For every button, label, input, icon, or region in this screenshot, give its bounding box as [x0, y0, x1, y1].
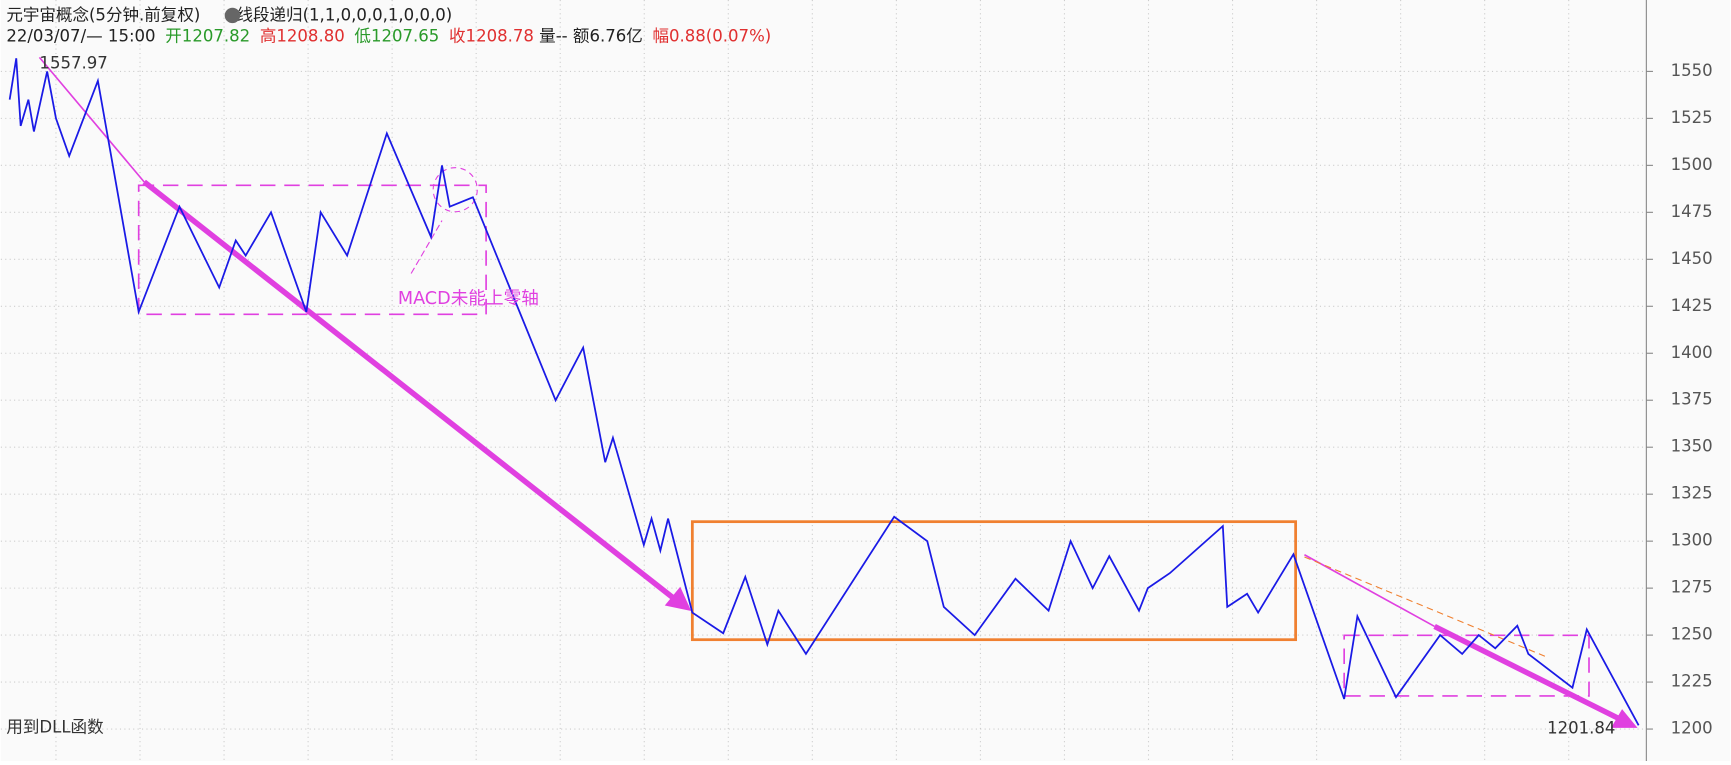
marks	[8, 58, 1640, 726]
value: 1208.78	[466, 26, 534, 45]
footer-note: 用到DLL函数	[6, 717, 104, 736]
value: 1207.82	[182, 26, 250, 45]
y-tick-label: 1350	[1671, 437, 1713, 456]
y-tick-label: 1200	[1671, 719, 1713, 738]
value: 1208.80	[276, 26, 344, 45]
value: 1207.65	[371, 26, 439, 45]
grid	[0, 0, 1647, 761]
annotation: MACD未能上零轴	[398, 288, 539, 309]
zigzag-line	[8, 58, 1640, 726]
indicator: 线段递归(1,1,0,0,0,1,0,0,0)	[236, 5, 452, 24]
trend-arrow	[1433, 623, 1622, 722]
pointer	[410, 220, 443, 274]
y-tick-label: 1250	[1671, 625, 1713, 644]
arrow-head	[1611, 709, 1638, 728]
min-label: 1201.84	[1547, 719, 1615, 738]
trend-line	[38, 56, 145, 183]
y-tick-label: 1325	[1671, 484, 1713, 503]
max-label: 1557.97	[39, 53, 107, 72]
label: 开	[165, 26, 182, 45]
trend-line	[1304, 554, 1435, 628]
range-box	[690, 520, 1298, 642]
amount: 额6.76亿	[573, 26, 643, 45]
y-tick-label: 1375	[1671, 390, 1713, 409]
trend-arrow	[142, 179, 678, 603]
y-tick-label: 1450	[1671, 249, 1713, 268]
range-box	[1343, 634, 1590, 697]
label: 低	[354, 26, 371, 45]
y-tick-label: 1525	[1671, 108, 1713, 127]
quote-line: 22/03/07/— 15:00 开1207.82 高1208.80 低1207…	[6, 26, 771, 45]
highlight-circle	[432, 167, 478, 213]
y-tick-label: 1500	[1671, 155, 1713, 174]
y-tick-label: 1300	[1671, 531, 1713, 550]
value: 0.88(0.07%)	[669, 26, 771, 45]
y-tick-label: 1550	[1671, 61, 1713, 80]
label: 幅	[652, 26, 669, 45]
y-tick-label: 1275	[1671, 578, 1713, 597]
date: 22/03/07/— 15:00	[6, 26, 155, 45]
header-line: 元宇宙概念(5分钟.前复权) 线段递归(1,1,0,0,0,1,0,0,0)	[6, 4, 452, 24]
arrow-head	[664, 586, 692, 612]
y-tick-label: 1400	[1671, 343, 1713, 362]
y-tick-label: 1425	[1671, 296, 1713, 315]
label: 收	[449, 26, 466, 45]
title: 元宇宙概念(5分钟.前复权)	[6, 4, 200, 24]
y-tick-label: 1225	[1671, 672, 1713, 691]
label: 高	[260, 26, 277, 45]
volume: 量--	[539, 26, 567, 45]
indicator-icon[interactable]	[224, 7, 241, 24]
range-box	[137, 184, 487, 316]
y-tick-label: 1475	[1671, 202, 1713, 221]
